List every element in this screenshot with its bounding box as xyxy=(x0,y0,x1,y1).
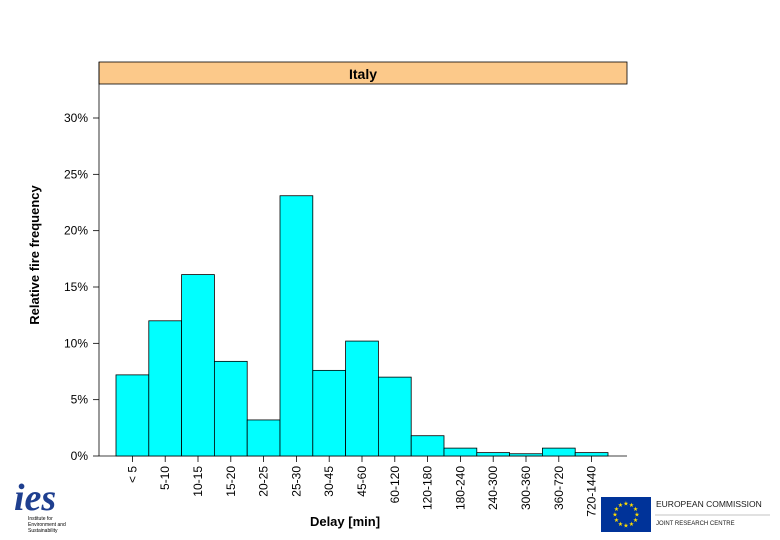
bar-10 xyxy=(443,447,478,457)
eu-star-icon: ★ xyxy=(614,506,619,513)
eu-star-icon: ★ xyxy=(612,512,617,519)
bar-3 xyxy=(213,360,248,457)
bar-2 xyxy=(181,274,215,457)
chart-title: Italy xyxy=(349,66,377,82)
bar-1 xyxy=(148,320,183,457)
ies-logo-mark: ies xyxy=(14,477,56,519)
bar-13 xyxy=(542,447,576,457)
x-axis-title: Delay [min] xyxy=(310,514,380,529)
eu-flag xyxy=(601,497,651,532)
bar-4 xyxy=(246,419,281,457)
eu-star-icon: ★ xyxy=(634,512,639,519)
bar-6 xyxy=(312,369,346,457)
x-tick-label: 15-20 xyxy=(224,466,238,497)
y-tick-label: 0% xyxy=(71,449,89,463)
ies-caption-line-2: Environment and xyxy=(28,522,66,528)
ies-caption-line-1: Institute for xyxy=(28,516,53,522)
y-tick-label: 10% xyxy=(64,336,88,350)
ec-name: EUROPEAN COMMISSION xyxy=(656,499,762,509)
eu-star-icon: ★ xyxy=(629,521,634,528)
x-axis-ticks: < 5 5-10 10-15 15-20 20-25 25-30 30-45 45-60 60-… xyxy=(125,456,599,517)
ec-jrc-logo: ★ ★★★★★★★★★★★ EUROPEAN COMMISSION JOINT R… xyxy=(601,497,770,532)
x-tick-label: 30-45 xyxy=(322,466,336,497)
eu-star-icon: ★ xyxy=(618,521,623,528)
bar-0 xyxy=(115,374,150,457)
y-axis-ticks: 0% 5% 10% 15% 20% 25% 30% xyxy=(64,111,99,463)
jrc-name: JOINT RESEARCH CENTRE xyxy=(656,521,735,527)
y-tick-label: 20% xyxy=(64,224,88,238)
x-tick-label: < 5 xyxy=(125,466,139,483)
ies-caption-line-3: Sustainability xyxy=(28,528,58,534)
bar-7 xyxy=(345,340,379,457)
x-tick-label: 60-120 xyxy=(388,466,402,504)
eu-star-icon: ★ xyxy=(633,506,638,513)
bar-5 xyxy=(279,195,314,457)
eu-star-icon: ★ xyxy=(614,517,619,524)
x-tick-label: 720-1440 xyxy=(585,466,599,517)
eu-star-icon: ★ xyxy=(629,502,634,509)
eu-star-icon: ★ xyxy=(623,523,628,530)
y-tick-label: 25% xyxy=(64,167,88,181)
eu-flag-stars: ★ ★★★★★★★★★★★ xyxy=(612,501,639,530)
histogram-bars xyxy=(115,195,609,457)
x-tick-label: 240-300 xyxy=(486,466,500,510)
bar-11 xyxy=(476,452,510,457)
bar-12 xyxy=(509,453,543,457)
y-tick-label: 5% xyxy=(71,393,89,407)
bar-9 xyxy=(410,435,445,457)
x-tick-label: 180-240 xyxy=(453,466,467,510)
eu-star-icon: ★ xyxy=(633,517,638,524)
y-tick-label: 30% xyxy=(64,111,88,125)
x-tick-label: 5-10 xyxy=(158,466,172,490)
eu-star-icon: ★ xyxy=(618,502,623,509)
x-tick-label: 10-15 xyxy=(191,466,205,497)
y-tick-label: 15% xyxy=(64,280,88,294)
x-tick-label: 25-30 xyxy=(289,466,303,497)
y-axis-title: Relative fire frequency xyxy=(27,185,42,325)
x-tick-label: 45-60 xyxy=(355,466,369,497)
ies-logo: ies Institute for Environment and Sustai… xyxy=(14,477,66,534)
bar-8 xyxy=(377,376,412,457)
eu-star-icon: ★ xyxy=(623,501,628,508)
x-tick-label: 300-360 xyxy=(519,466,533,510)
x-tick-label: 120-180 xyxy=(421,466,435,510)
x-tick-label: 360-720 xyxy=(552,466,566,510)
bar-14 xyxy=(574,452,609,457)
x-tick-label: 20-25 xyxy=(257,466,271,497)
